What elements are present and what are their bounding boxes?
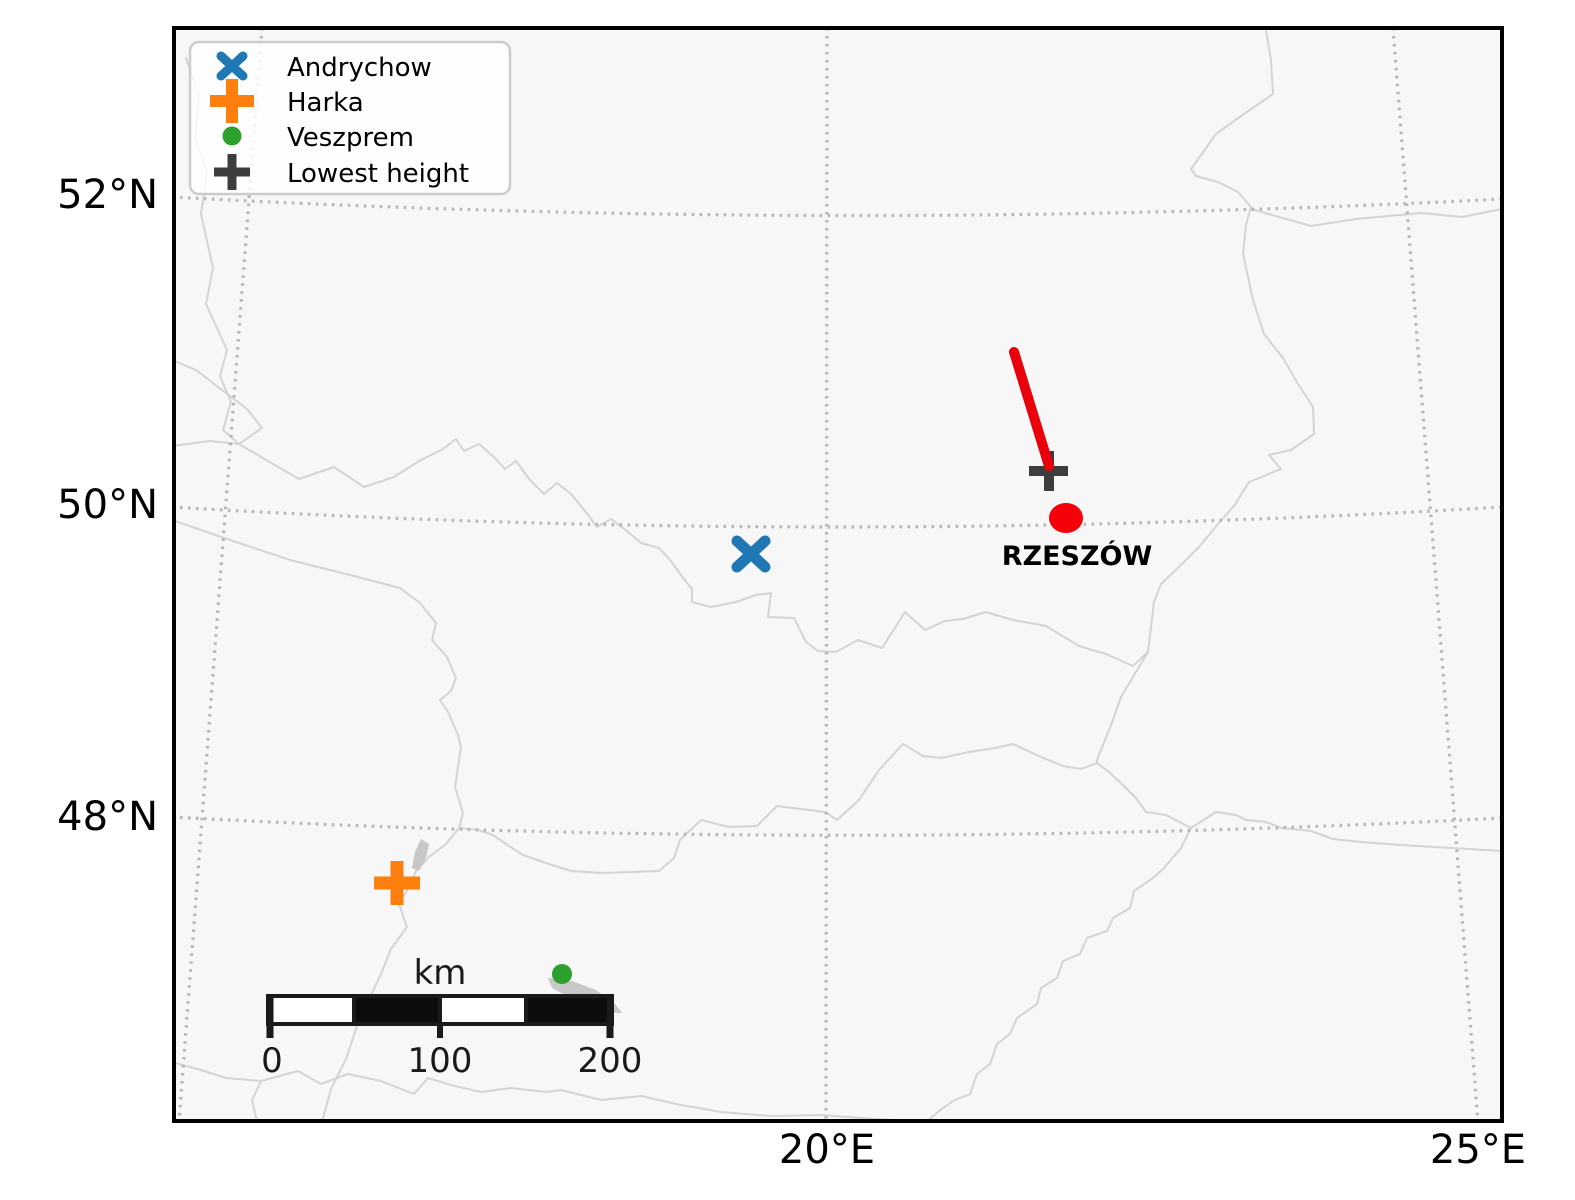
legend-item-veszprem: Veszprem (222, 123, 414, 153)
border-hungary-romania (925, 827, 1192, 1121)
plus-marker-icon-dark (214, 154, 250, 190)
scalebar-tick-0: 0 (261, 1041, 283, 1081)
scalebar: km 0 100 200 (261, 953, 642, 1081)
dot-marker-icon (222, 126, 242, 146)
lat-tick-52n: 52°N (57, 172, 158, 218)
plus-marker-icon (210, 79, 254, 123)
border-germany-czech (174, 359, 263, 445)
map-background (174, 28, 1502, 1121)
border-ukraine-hungary-east (1190, 811, 1502, 852)
legend-item-harka: Harka (210, 79, 364, 123)
scalebar-segment-3 (438, 994, 528, 1026)
scalebar-unit-label: km (414, 953, 467, 993)
rzeszow-label: RZESZÓW (1002, 540, 1153, 572)
plot-frame (172, 26, 1504, 1123)
veszprem-marker (552, 964, 572, 984)
axis-tick-labels: 52°N 50°N 48°N 20°E 25°E (57, 172, 1526, 1173)
harka-marker (374, 861, 420, 905)
border-slovakia-ukraine (1096, 651, 1192, 829)
scalebar-segment-1 (266, 994, 356, 1026)
trajectory-line (1009, 347, 1054, 471)
lon-tick-25e: 25°E (1430, 1127, 1526, 1173)
country-borders (174, 29, 1502, 1121)
border-belarus-ukraine (1250, 208, 1502, 227)
gridline-lat-50n (174, 505, 1502, 529)
legend-box (188, 40, 512, 196)
border-czech-austria (174, 519, 464, 829)
legend-label-harka: Harka (287, 88, 364, 118)
scalebar-segment-4 (524, 994, 614, 1026)
border-bottom-stub (251, 1080, 262, 1121)
legend-item-lowest-height: Lowest height (214, 154, 469, 190)
andrychow-marker (731, 535, 771, 573)
scalebar-segment-2 (352, 994, 442, 1026)
scalebar-tick-200: 200 (578, 1041, 643, 1081)
border-hungary-croatia (174, 1061, 927, 1121)
border-czech-poland-slovakia (174, 438, 1149, 667)
legend-label-veszprem: Veszprem (287, 123, 414, 153)
gridline-lon-25e (1391, 28, 1480, 1121)
x-marker-icon (216, 51, 248, 81)
border-austria-hungary (321, 827, 460, 1121)
scalebar-tick-100: 100 (408, 1041, 473, 1081)
gridline-lat-48n (174, 815, 1502, 837)
gridline-lat-52n (174, 195, 1502, 218)
lat-tick-50n: 50°N (57, 482, 158, 528)
legend-item-andrychow: Andrychow (216, 51, 432, 83)
legend-label-lowest-height: Lowest height (287, 159, 469, 189)
rzeszow-marker (1049, 503, 1083, 533)
lake-neusiedl (412, 839, 429, 871)
graticule (174, 28, 1502, 1121)
lon-tick-20e: 20°E (779, 1127, 875, 1173)
lat-tick-48n: 48°N (57, 794, 158, 840)
border-poland-east (1147, 29, 1315, 653)
gridline-lon-15e (177, 28, 264, 1121)
border-slovakia-hungary (458, 743, 1098, 874)
legend: Andrychow Harka Veszprem Lowest height (188, 40, 512, 196)
legend-label-andrychow: Andrychow (287, 53, 432, 83)
